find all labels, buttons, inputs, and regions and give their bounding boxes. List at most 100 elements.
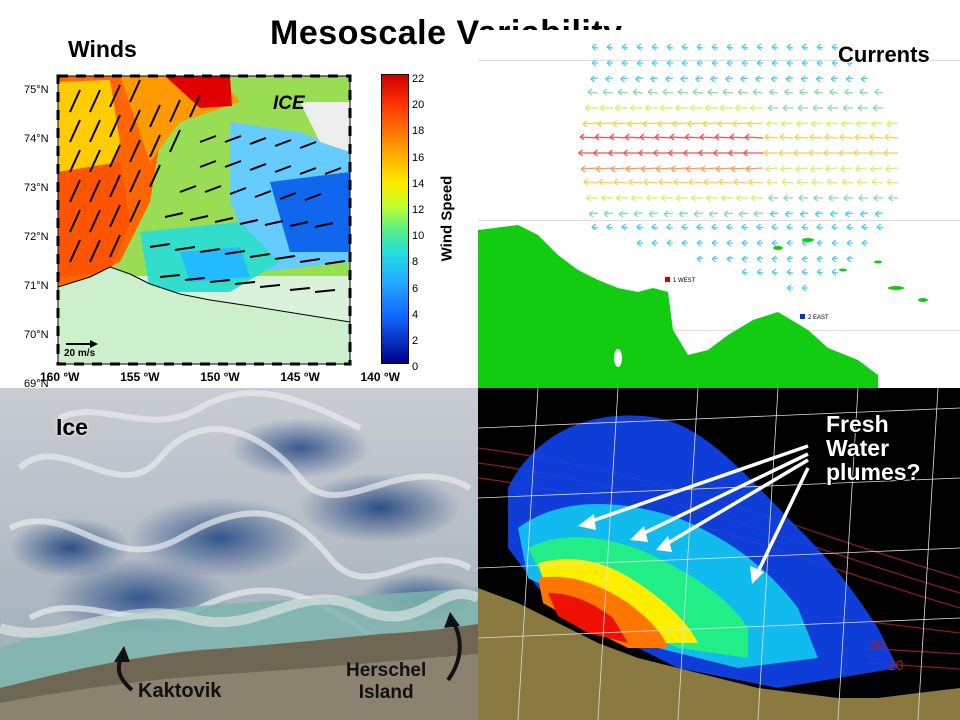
current-arrow bbox=[595, 165, 614, 173]
current-arrow bbox=[635, 75, 644, 83]
current-arrow bbox=[747, 120, 764, 128]
colorbar-tick: 10 bbox=[412, 230, 425, 243]
current-arrow bbox=[769, 88, 779, 96]
current-arrow bbox=[811, 178, 824, 186]
current-arrow bbox=[829, 210, 839, 218]
current-arrow bbox=[869, 133, 884, 141]
current-arrow bbox=[859, 88, 869, 96]
herschel-line-1: Herschel bbox=[346, 660, 427, 681]
current-arrow bbox=[597, 120, 614, 128]
current-arrow bbox=[885, 165, 899, 173]
colorbar-ticks: 22 20 18 16 14 12 10 8 6 4 2 0 bbox=[412, 66, 424, 380]
current-arrow bbox=[841, 120, 854, 128]
current-arrow bbox=[786, 223, 794, 231]
current-arrow bbox=[721, 194, 733, 202]
current-arrow bbox=[800, 75, 809, 83]
current-arrow bbox=[621, 59, 628, 67]
wind-vectors bbox=[69, 79, 346, 293]
current-arrow bbox=[628, 178, 644, 186]
current-arrow bbox=[707, 88, 719, 96]
current-arrow bbox=[621, 43, 629, 51]
plumes-line-3: plumes? bbox=[826, 459, 921, 485]
contour-label-30: 30 bbox=[870, 637, 886, 653]
current-arrow bbox=[711, 43, 719, 51]
current-arrow bbox=[740, 75, 749, 83]
current-arrow bbox=[654, 133, 674, 141]
plumes-map-svg: 30 20 bbox=[478, 388, 960, 720]
current-arrow bbox=[861, 239, 868, 247]
current-arrow bbox=[636, 239, 643, 247]
current-arrow bbox=[696, 59, 703, 67]
current-arrow bbox=[826, 178, 839, 186]
current-arrow bbox=[815, 75, 824, 83]
current-arrow bbox=[691, 194, 703, 202]
current-arrow bbox=[826, 120, 839, 128]
winds-map-svg bbox=[56, 74, 352, 366]
current-arrow bbox=[782, 104, 793, 112]
current-arrow bbox=[606, 43, 614, 51]
current-arrow bbox=[756, 268, 764, 276]
current-arrow bbox=[853, 149, 868, 157]
current-arrow bbox=[786, 239, 793, 247]
current-arrow bbox=[838, 149, 853, 157]
current-arrow bbox=[751, 194, 763, 202]
plumes-label: Fresh Water plumes? bbox=[826, 412, 921, 484]
current-arrow bbox=[846, 255, 854, 263]
current-arrow bbox=[823, 149, 838, 157]
current-arrow bbox=[693, 210, 704, 218]
current-arrow bbox=[648, 210, 659, 218]
current-arrow bbox=[692, 88, 704, 96]
current-arrow bbox=[631, 194, 643, 202]
current-arrow bbox=[624, 133, 644, 141]
current-arrow bbox=[801, 43, 809, 51]
current-arrow bbox=[584, 104, 598, 112]
current-arrow bbox=[825, 165, 839, 173]
current-arrow bbox=[808, 149, 823, 157]
plume-arrows bbox=[578, 444, 810, 584]
current-arrow bbox=[814, 88, 824, 96]
current-arrow bbox=[831, 255, 839, 263]
lat-label: 70°N bbox=[24, 329, 49, 341]
current-arrow bbox=[854, 133, 869, 141]
current-arrow bbox=[633, 210, 644, 218]
current-arrow bbox=[618, 210, 629, 218]
current-arrow bbox=[610, 165, 629, 173]
current-arrow bbox=[812, 104, 823, 112]
current-arrow bbox=[756, 43, 764, 51]
current-arrow bbox=[756, 59, 763, 67]
current-arrow bbox=[666, 43, 674, 51]
current-arrow bbox=[816, 239, 823, 247]
current-arrow bbox=[699, 133, 719, 141]
current-arrow bbox=[696, 239, 703, 247]
current-arrow bbox=[793, 149, 808, 157]
current-arrow bbox=[681, 239, 688, 247]
current-arrow bbox=[741, 239, 748, 247]
current-arrow bbox=[741, 255, 749, 263]
current-arrow bbox=[695, 75, 704, 83]
current-arrow bbox=[658, 178, 674, 186]
current-arrow bbox=[670, 165, 689, 173]
colorbar-tick: 22 bbox=[412, 73, 425, 85]
fresh-water-plumes-map: 30 20 bbox=[478, 388, 960, 720]
colorbar-tick: 18 bbox=[412, 125, 425, 138]
current-arrow bbox=[588, 210, 599, 218]
current-arrow bbox=[651, 59, 658, 67]
current-arrow bbox=[674, 104, 688, 112]
current-arrow bbox=[873, 194, 883, 202]
winds-ice-label: ICE bbox=[273, 93, 305, 114]
current-arrow bbox=[843, 194, 853, 202]
current-arrow bbox=[769, 210, 779, 218]
current-arrow bbox=[870, 165, 884, 173]
coast-land bbox=[478, 588, 960, 720]
current-arrow bbox=[842, 104, 853, 112]
lon-label: 140 °W bbox=[360, 370, 400, 384]
current-arrow bbox=[794, 133, 809, 141]
current-vectors bbox=[578, 43, 899, 292]
current-arrow bbox=[827, 104, 838, 112]
current-arrow bbox=[745, 165, 764, 173]
lat-label: 75°N bbox=[24, 84, 49, 96]
current-arrow bbox=[718, 178, 734, 186]
colorbar-tick: 0 bbox=[412, 361, 419, 374]
current-arrow bbox=[781, 178, 794, 186]
current-arrow bbox=[681, 43, 689, 51]
